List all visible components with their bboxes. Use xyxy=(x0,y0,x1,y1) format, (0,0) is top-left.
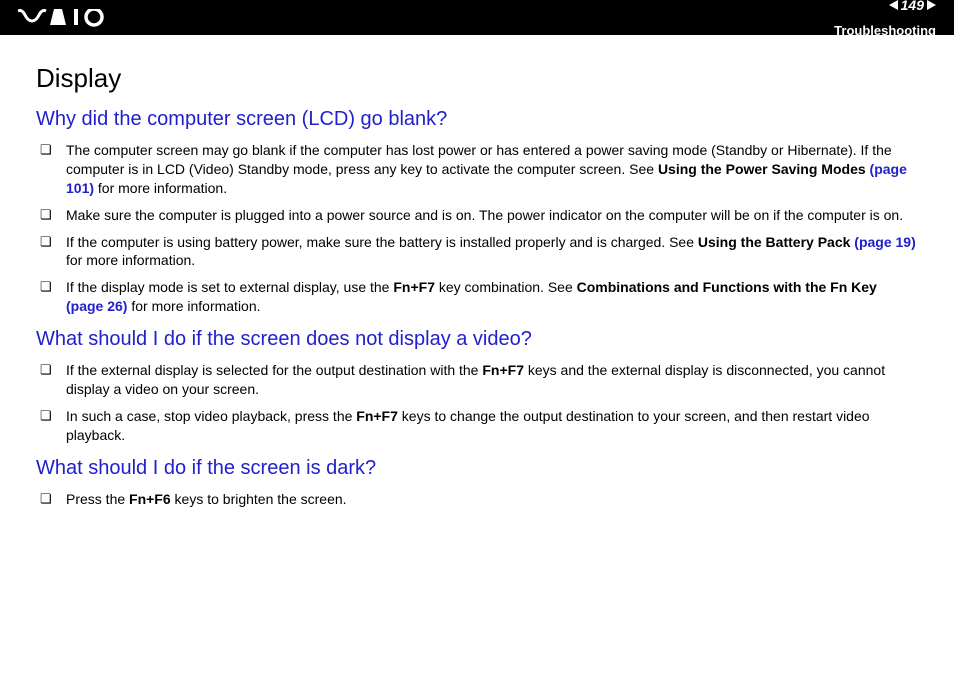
prev-page-icon[interactable] xyxy=(889,0,898,10)
question-heading: What should I do if the screen is dark? xyxy=(36,457,918,480)
answer-list: If the external display is selected for … xyxy=(36,361,918,445)
answer-item: If the external display is selected for … xyxy=(36,361,918,399)
question-heading: What should I do if the screen does not … xyxy=(36,328,918,351)
vaio-logo xyxy=(18,9,108,27)
body-text: for more information. xyxy=(127,298,260,314)
page-navigation: 149 xyxy=(889,0,936,13)
reference-title: Combinations and Functions with the Fn K… xyxy=(577,279,877,295)
vaio-logo-svg xyxy=(18,9,108,27)
key-combo: Fn+F6 xyxy=(129,491,171,507)
body-text: Make sure the computer is plugged into a… xyxy=(66,207,903,223)
key-combo: Using the Battery Pack xyxy=(698,234,854,250)
body-text: If the computer is using battery power, … xyxy=(66,234,698,250)
key-combo: Using the Power Saving Modes xyxy=(658,161,870,177)
body-text: Press the xyxy=(66,491,129,507)
answer-item: Make sure the computer is plugged into a… xyxy=(36,206,918,225)
answer-list: Press the Fn+F6 keys to brighten the scr… xyxy=(36,490,918,509)
answer-item: Press the Fn+F6 keys to brighten the scr… xyxy=(36,490,918,509)
body-text: for more information. xyxy=(66,252,195,268)
page-title: Display xyxy=(36,63,918,94)
question-heading: Why did the computer screen (LCD) go bla… xyxy=(36,108,918,131)
section-label: Troubleshooting xyxy=(834,23,936,38)
key-combo: Fn+F7 xyxy=(393,279,435,295)
body-text: for more information. xyxy=(94,180,227,196)
page-reference-link[interactable]: (page 19) xyxy=(854,234,915,250)
page-content: Display Why did the computer screen (LCD… xyxy=(0,35,954,509)
body-text: In such a case, stop video playback, pre… xyxy=(66,408,356,424)
answer-item: If the computer is using battery power, … xyxy=(36,233,918,271)
answer-list: The computer screen may go blank if the … xyxy=(36,141,918,316)
page-number: 149 xyxy=(901,0,924,13)
body-text: If the display mode is set to external d… xyxy=(66,279,393,295)
body-text: key combination. See xyxy=(435,279,577,295)
answer-item: If the display mode is set to external d… xyxy=(36,278,918,316)
next-page-icon[interactable] xyxy=(927,0,936,10)
page-reference-link[interactable]: (page 26) xyxy=(66,298,127,314)
key-combo: Fn+F7 xyxy=(482,362,524,378)
body-text: If the external display is selected for … xyxy=(66,362,482,378)
body-text: keys to brighten the screen. xyxy=(171,491,347,507)
key-combo: Fn+F7 xyxy=(356,408,398,424)
header-bar: 149 Troubleshooting xyxy=(0,0,954,35)
answer-item: The computer screen may go blank if the … xyxy=(36,141,918,198)
answer-item: In such a case, stop video playback, pre… xyxy=(36,407,918,445)
